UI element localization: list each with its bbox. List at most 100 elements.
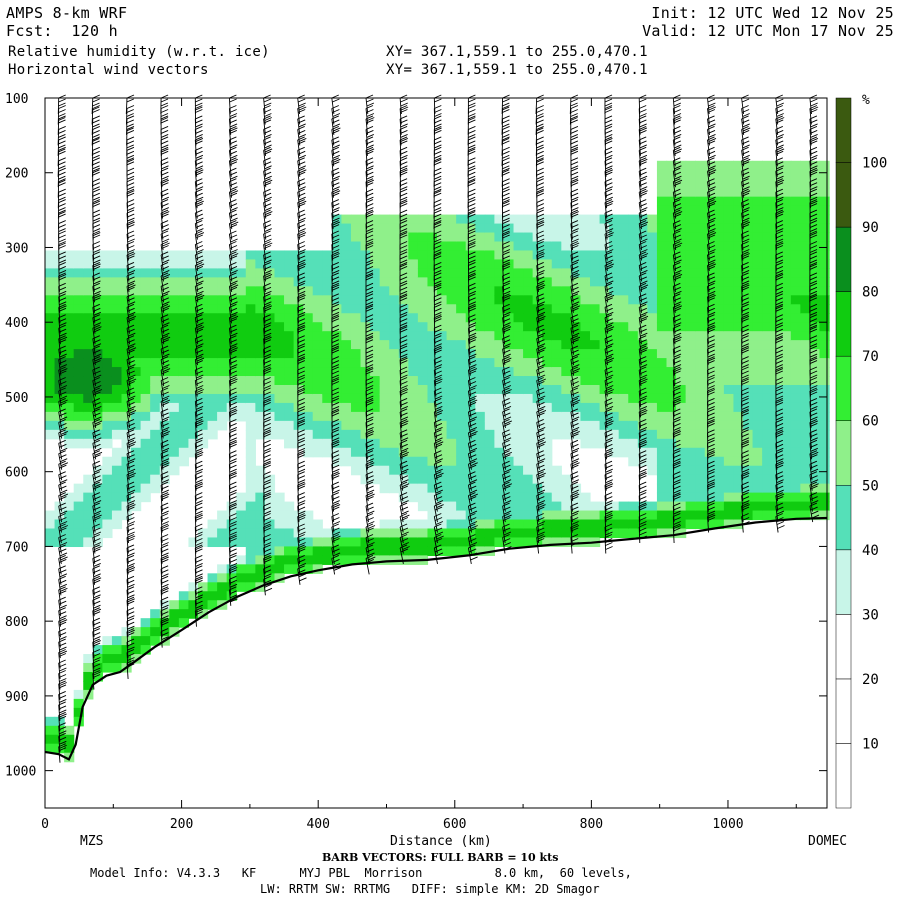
rh-cell — [666, 483, 677, 494]
rh-cell — [484, 295, 495, 305]
rh-cell — [188, 402, 199, 413]
rh-cell — [102, 474, 113, 485]
rh-cell — [341, 214, 352, 225]
wind-barb-flag — [229, 527, 237, 532]
wind-barb-flag — [127, 253, 136, 257]
wind-barb-flag — [160, 513, 169, 517]
wind-barb-flag — [264, 259, 272, 264]
rh-cell — [303, 555, 314, 565]
wind-barb-flag — [160, 293, 169, 298]
wind-barb-flag — [161, 615, 169, 620]
wind-barb-flag — [127, 360, 135, 365]
rh-cell — [819, 429, 830, 440]
wind-barb — [58, 369, 62, 387]
rh-cell — [341, 555, 352, 565]
rh-cell — [503, 340, 515, 350]
wind-barb-flag — [263, 339, 271, 344]
wind-barb-flag — [94, 437, 102, 442]
rh-cell — [790, 429, 801, 440]
wind-barb-flag — [230, 284, 239, 289]
wind-barb-flag — [331, 397, 339, 402]
wind-barb-flag — [195, 178, 203, 183]
rh-cell — [188, 331, 199, 341]
rh-cell — [685, 393, 696, 404]
rh-cell — [456, 322, 467, 332]
rh-cell — [714, 205, 725, 216]
wind-barb-flag — [298, 196, 306, 201]
wind-barb-flag — [331, 136, 339, 141]
rh-cell — [322, 555, 333, 565]
wind-barb-flag — [94, 451, 103, 456]
rh-cell — [293, 402, 304, 413]
rh-cell — [628, 214, 639, 225]
rh-cell — [781, 402, 792, 413]
wind-barb-flag — [263, 366, 271, 371]
rh-cell — [580, 402, 591, 413]
rh-cell — [523, 537, 534, 548]
wind-barb-flag — [399, 230, 408, 235]
wind-barb-flag — [58, 178, 66, 183]
rh-cell — [178, 358, 190, 368]
wind-barb-flag — [298, 140, 306, 145]
rh-cell — [188, 582, 199, 592]
rh-cell — [704, 313, 715, 323]
rh-cell — [197, 393, 209, 404]
rh-cell — [609, 322, 620, 332]
rh-cell — [790, 420, 801, 431]
rh-cell — [484, 474, 495, 485]
wind-barb-flag — [93, 328, 101, 333]
rh-cell — [475, 214, 486, 225]
wind-barb-flag — [263, 345, 271, 350]
rh-cell — [64, 501, 75, 512]
rh-cell — [427, 537, 438, 548]
rh-cell — [494, 304, 505, 314]
wind-barb-flag — [161, 171, 169, 176]
wind-barb-flag — [160, 303, 169, 308]
wind-barb-flag — [366, 129, 374, 134]
rh-cell — [551, 465, 562, 476]
rh-cell — [417, 438, 429, 449]
wind-barb-flag — [366, 113, 375, 117]
rh-cell — [523, 259, 534, 269]
rh-cell — [121, 376, 132, 386]
rh-cell — [350, 393, 362, 404]
rh-cell — [45, 411, 56, 422]
rh-cell — [379, 384, 390, 395]
rh-cell — [742, 402, 754, 413]
wind-barb-flag — [400, 169, 408, 174]
rh-cell — [207, 349, 218, 359]
rh-cell — [494, 501, 505, 512]
rh-cell — [800, 268, 811, 278]
wind-barb-flag — [229, 297, 238, 302]
rh-cell — [590, 277, 601, 287]
wind-barb-flag — [331, 426, 340, 431]
wind-barb — [58, 275, 60, 292]
rh-cell — [771, 367, 782, 377]
rh-cell — [685, 241, 696, 252]
wind-barb-flag — [297, 370, 305, 375]
wind-barb-flag — [58, 228, 66, 233]
rh-cell — [609, 214, 620, 225]
rh-cell — [685, 259, 696, 269]
rh-cell — [102, 402, 113, 413]
wind-barb-flag — [161, 485, 169, 490]
wind-barb-flag — [229, 454, 237, 459]
rh-cell — [733, 223, 744, 234]
rh-cell — [255, 376, 266, 386]
rh-cell — [475, 331, 486, 341]
wind-barb-flag — [126, 544, 135, 549]
rh-cell — [733, 402, 744, 413]
wind-barb-flag — [58, 196, 66, 201]
wind-barb-flag — [195, 401, 203, 406]
rh-cell — [370, 393, 381, 404]
wind-barb — [228, 108, 231, 125]
rh-cell — [303, 438, 314, 449]
rh-cell — [83, 680, 94, 691]
rh-cell — [398, 223, 409, 234]
rh-cell — [637, 393, 648, 404]
rh-cell — [762, 196, 773, 207]
wind-barb-flag — [331, 345, 339, 350]
rh-cell — [618, 286, 629, 296]
rh-cell — [303, 349, 314, 359]
wind-barb-flag — [400, 322, 408, 327]
